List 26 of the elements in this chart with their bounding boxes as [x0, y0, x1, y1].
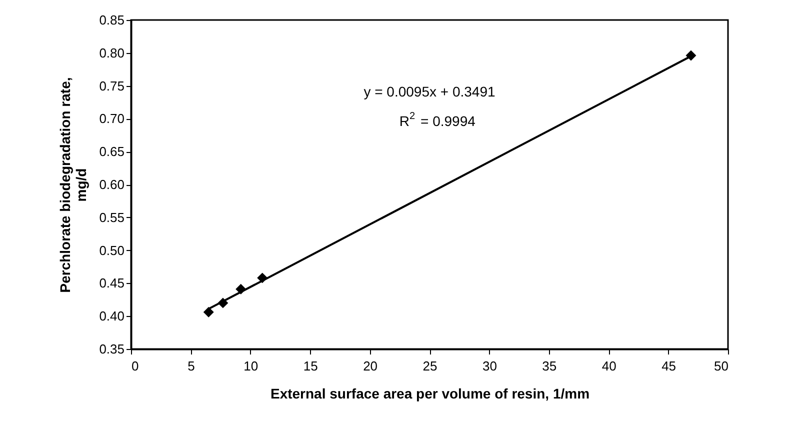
x-tick-label: 45 [662, 358, 676, 374]
x-tick-label: 20 [363, 358, 378, 374]
point [203, 306, 214, 318]
y-tick-label: 0.45 [99, 276, 124, 291]
y-tick-label: 0.75 [99, 78, 124, 94]
y-tick-label: 0.35 [99, 342, 124, 356]
y-axis-title: Perchlorate biodegradation rate, mg/d [57, 77, 90, 293]
annotation: y = 0.0095x + 0.3491 [364, 83, 496, 100]
y-tick-label: 0.50 [99, 242, 124, 258]
y-tick-label: 0.40 [99, 308, 124, 324]
x-tick-label: 50 [714, 358, 728, 374]
y-tick-label: 0.55 [99, 210, 124, 225]
x-tick-label: 5 [188, 358, 195, 374]
x-tick-label: 0 [132, 358, 139, 374]
y-tick-label: 0.80 [99, 45, 124, 60]
x-tick-label: 35 [542, 358, 557, 374]
x-tick-label: 25 [422, 358, 438, 374]
y-tick-label: 0.60 [99, 177, 124, 192]
y-tick-label: 0.65 [99, 144, 124, 160]
y-tick-label: 0.70 [99, 111, 124, 126]
y-tick-label: 0.85 [99, 12, 124, 28]
x-axis-title: External surface area per volume of resin, 1/mm [270, 386, 590, 402]
x-tick-label: 15 [303, 358, 318, 374]
x-tick-label: 10 [244, 358, 258, 374]
x-tick-label: 40 [602, 358, 616, 374]
x-tick-label: 30 [482, 358, 497, 374]
